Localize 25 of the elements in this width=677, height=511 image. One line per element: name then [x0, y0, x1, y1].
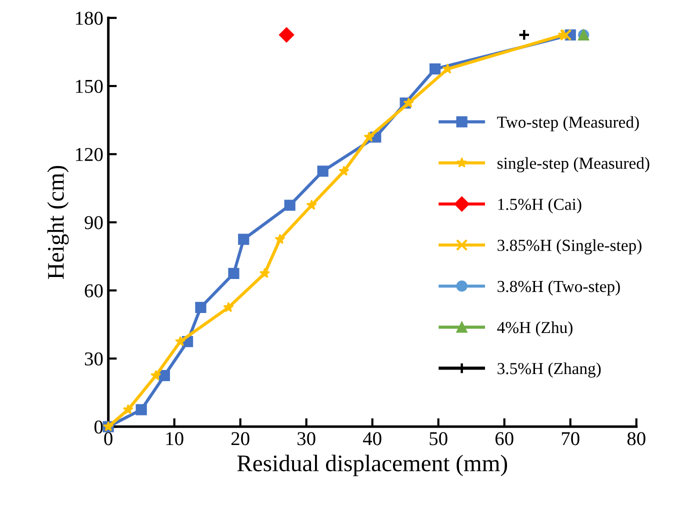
y-axis-title: Height (cm) — [47, 166, 69, 279]
y-tick-label: 120 — [76, 148, 103, 162]
y-tick-label: 30 — [84, 352, 103, 366]
legend-label: Two-step (Measured) — [497, 116, 639, 132]
legend-label: 3.8%H (Two-step) — [498, 280, 620, 296]
y-tick-label: 0 — [94, 420, 103, 434]
y-tick-label: 150 — [76, 80, 103, 93]
x-axis-title: Residual displacement (mm) — [237, 454, 508, 476]
legend-label: 4%H (Zhu) — [497, 321, 572, 337]
x-tick-label: 50 — [430, 432, 448, 446]
legend-label: 3.85%H (Single-step) — [498, 239, 642, 254]
x-tick-label: 40 — [363, 432, 382, 446]
x-tick-label: 60 — [495, 432, 514, 446]
x-tick-label: 20 — [231, 432, 250, 446]
legend-label: 1.5%H (Cai) — [498, 198, 582, 214]
x-tick-label: 30 — [298, 432, 316, 446]
legend-label: 3.5%H (Zhang) — [498, 362, 601, 378]
x-tick-label: 80 — [627, 432, 646, 446]
x-tick-label: 0 — [104, 432, 112, 446]
x-tick-label: 70 — [562, 432, 580, 446]
y-tick-label: 90 — [84, 216, 103, 230]
y-tick-label: 180 — [76, 12, 103, 25]
y-tick-label: 60 — [84, 284, 103, 298]
legend-label: single-step (Measured) — [498, 157, 650, 172]
x-tick-label: 10 — [166, 432, 184, 446]
